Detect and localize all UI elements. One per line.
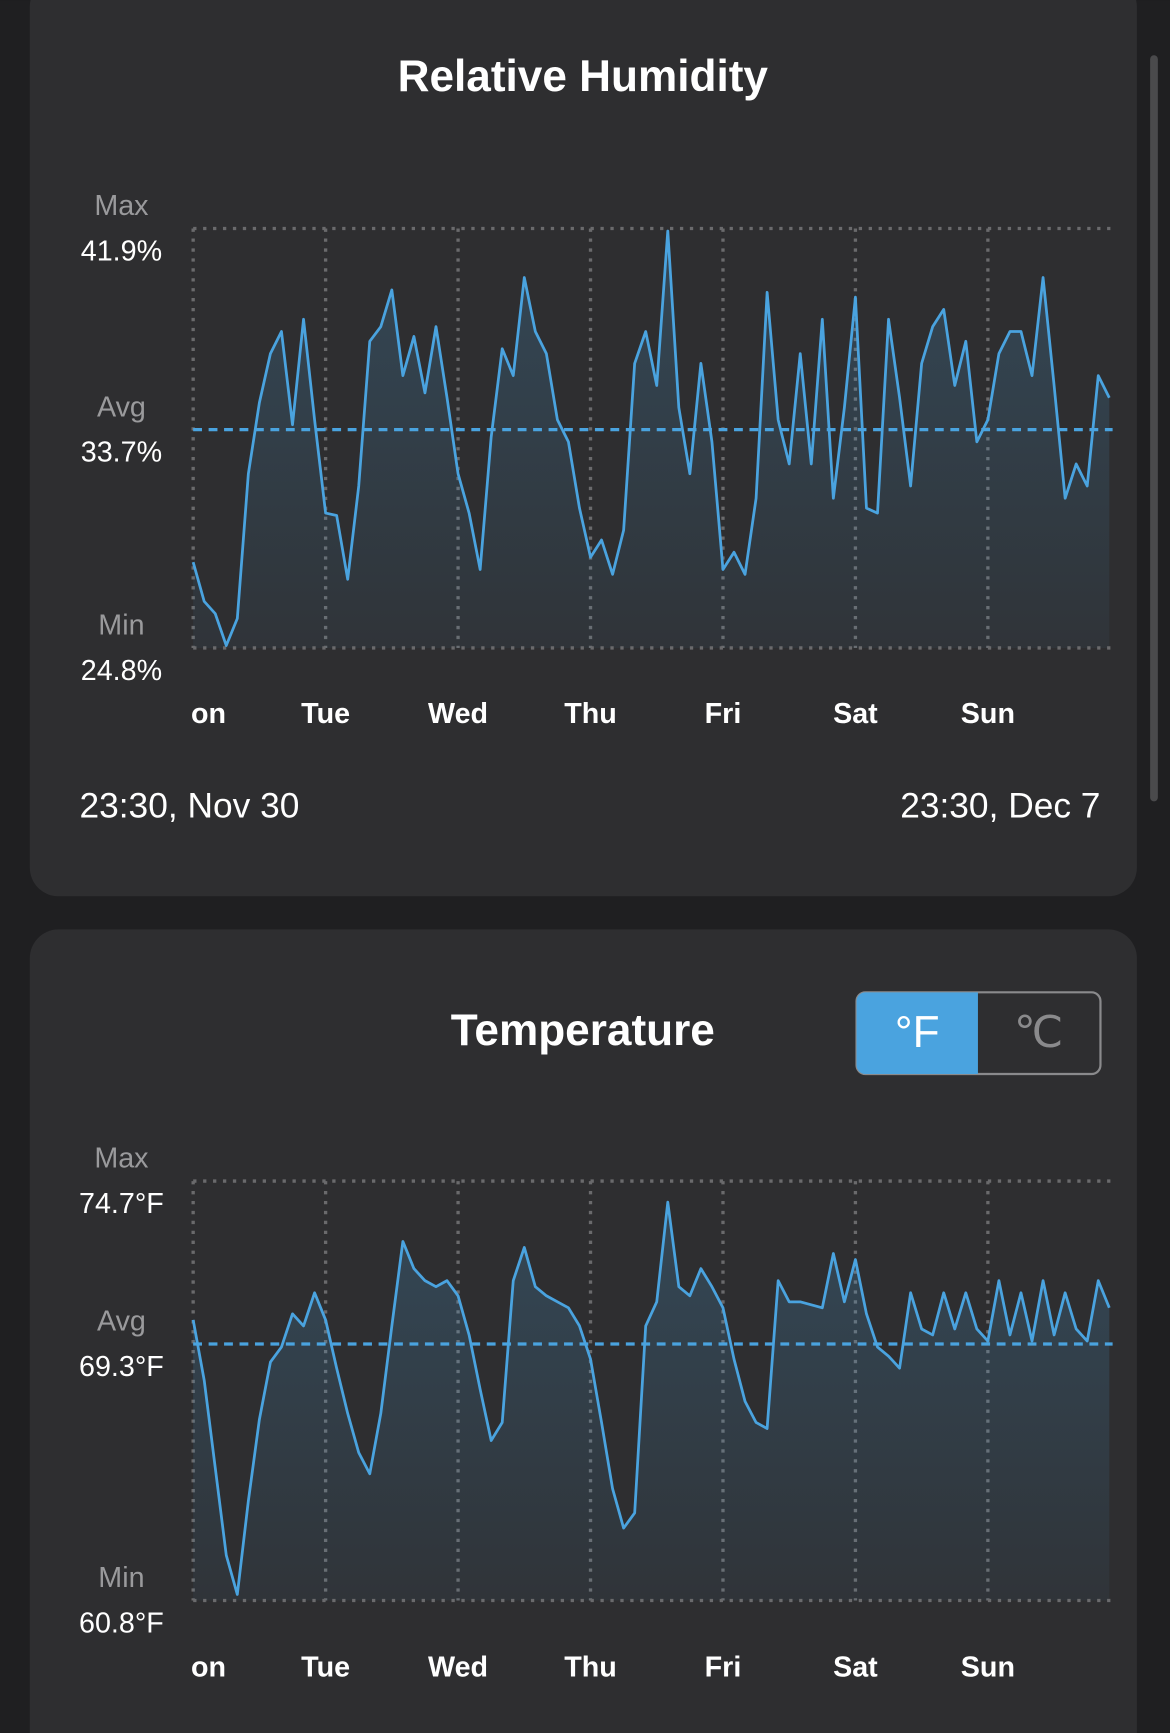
x-tick-label: Sun: [961, 1652, 1015, 1684]
y-tick-label: 69.3°F: [79, 1351, 164, 1383]
data-line: [191, 1200, 1111, 1596]
scrollbar: [1150, 55, 1158, 802]
x-tick-label: Tue: [301, 1652, 350, 1684]
chart-title: Relative Humidity: [398, 52, 769, 101]
x-tick-label: on: [191, 698, 226, 730]
unit-toggle[interactable]: °F ℃: [855, 991, 1102, 1076]
area-fill: [193, 1202, 1110, 1601]
x-tick-label: Sat: [833, 698, 878, 730]
x-tick-label: Wed: [428, 698, 488, 730]
toggle-selected: [856, 992, 978, 1075]
y-tick-label: 74.7°F: [79, 1188, 164, 1220]
humidity-card: [29, 0, 1137, 897]
x-tick-label: Tue: [301, 698, 350, 730]
x-tick-label: on: [191, 1652, 226, 1684]
x-tick-label: Fri: [705, 698, 742, 730]
data-line: [191, 229, 1111, 647]
x-tick-label: Sun: [961, 698, 1015, 730]
y-tick-name: Avg: [97, 391, 146, 423]
y-tick-name: Max: [94, 1143, 149, 1175]
x-tick-label: Wed: [428, 1652, 488, 1684]
x-tick-label: Thu: [564, 698, 617, 730]
x-tick-label: Fri: [705, 1652, 742, 1684]
chart-title: Temperature: [451, 1006, 715, 1055]
y-tick-label: 60.8°F: [79, 1607, 164, 1639]
x-tick-label: Sat: [833, 1652, 878, 1684]
y-tick-name: Max: [94, 190, 149, 222]
end-time: 23:30, Dec 7: [900, 786, 1100, 825]
y-tick-name: Min: [98, 610, 144, 642]
unit-option[interactable]: °F: [895, 1008, 940, 1057]
y-tick-name: Avg: [97, 1306, 146, 1338]
y-tick-label: 24.8%: [81, 655, 162, 687]
unit-option[interactable]: ℃: [1014, 1008, 1064, 1057]
start-time: 23:30, Nov 30: [79, 786, 299, 825]
y-tick-label: 41.9%: [81, 235, 162, 267]
y-tick-label: 33.7%: [81, 437, 162, 469]
area-fill: [193, 230, 1110, 648]
y-tick-name: Min: [98, 1562, 144, 1594]
x-tick-label: Thu: [564, 1652, 617, 1684]
